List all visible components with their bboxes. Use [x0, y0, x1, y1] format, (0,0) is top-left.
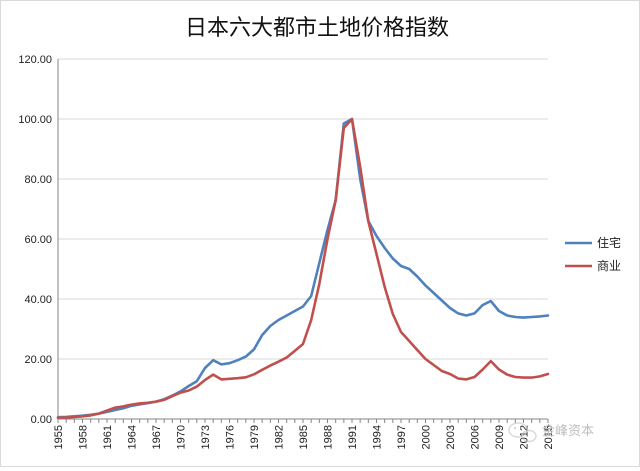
x-tick-label: 1955 — [53, 425, 65, 449]
x-tick-label: 1970 — [176, 425, 188, 449]
x-tick-label: 1997 — [396, 425, 408, 449]
x-tick-label: 1994 — [372, 425, 384, 449]
x-tick-label: 1991 — [347, 425, 359, 449]
series-lines — [56, 117, 550, 420]
x-tick-label: 2006 — [470, 425, 482, 449]
legend-label-0: 住宅 — [597, 235, 621, 250]
x-tick-label: 1976 — [225, 425, 237, 449]
y-tick-label: 60.00 — [24, 234, 52, 246]
watermark: 金峰资本 — [508, 422, 594, 443]
watermark-text: 金峰资本 — [542, 423, 594, 439]
x-axis-ticks: 1955 1958 1961 1964 1967 1970 1973 1976 1979 1982… — [53, 419, 555, 449]
legend-label-1: 商业 — [597, 258, 621, 273]
x-tick-label: 2015 — [543, 425, 555, 449]
x-tick-label: 1988 — [323, 425, 335, 449]
x-tick-label: 1973 — [200, 425, 212, 449]
x-tick-label: 2009 — [494, 425, 506, 449]
x-tick-label: 1967 — [151, 425, 163, 449]
x-tick-label: 1979 — [249, 425, 261, 449]
y-tick-label: 120.00 — [18, 54, 52, 66]
y-tick-label: 100.00 — [18, 114, 52, 126]
y-tick-label: 20.00 — [24, 354, 52, 366]
x-tick-label: 1964 — [127, 425, 139, 449]
y-tick-label: 80.00 — [24, 174, 52, 186]
x-tick-label: 1985 — [298, 425, 310, 449]
gridlines — [58, 58, 548, 360]
y-tick-label: 0.00 — [31, 414, 52, 426]
x-tick-label: 2003 — [445, 425, 457, 449]
chart-title: 日本六大都市土地价格指数 — [185, 16, 449, 41]
x-tick-label: 1982 — [274, 425, 286, 449]
series-line-1 — [56, 117, 550, 420]
y-axis-ticks: 0.00 20.00 40.00 60.00 80.00 100.00 120.00 — [18, 54, 52, 426]
y-tick-label: 40.00 — [24, 294, 52, 306]
x-tick-label: 2000 — [421, 425, 433, 449]
wechat-icon — [508, 422, 537, 443]
x-tick-label: 1961 — [102, 425, 114, 449]
x-tick-label: 1958 — [78, 425, 90, 449]
